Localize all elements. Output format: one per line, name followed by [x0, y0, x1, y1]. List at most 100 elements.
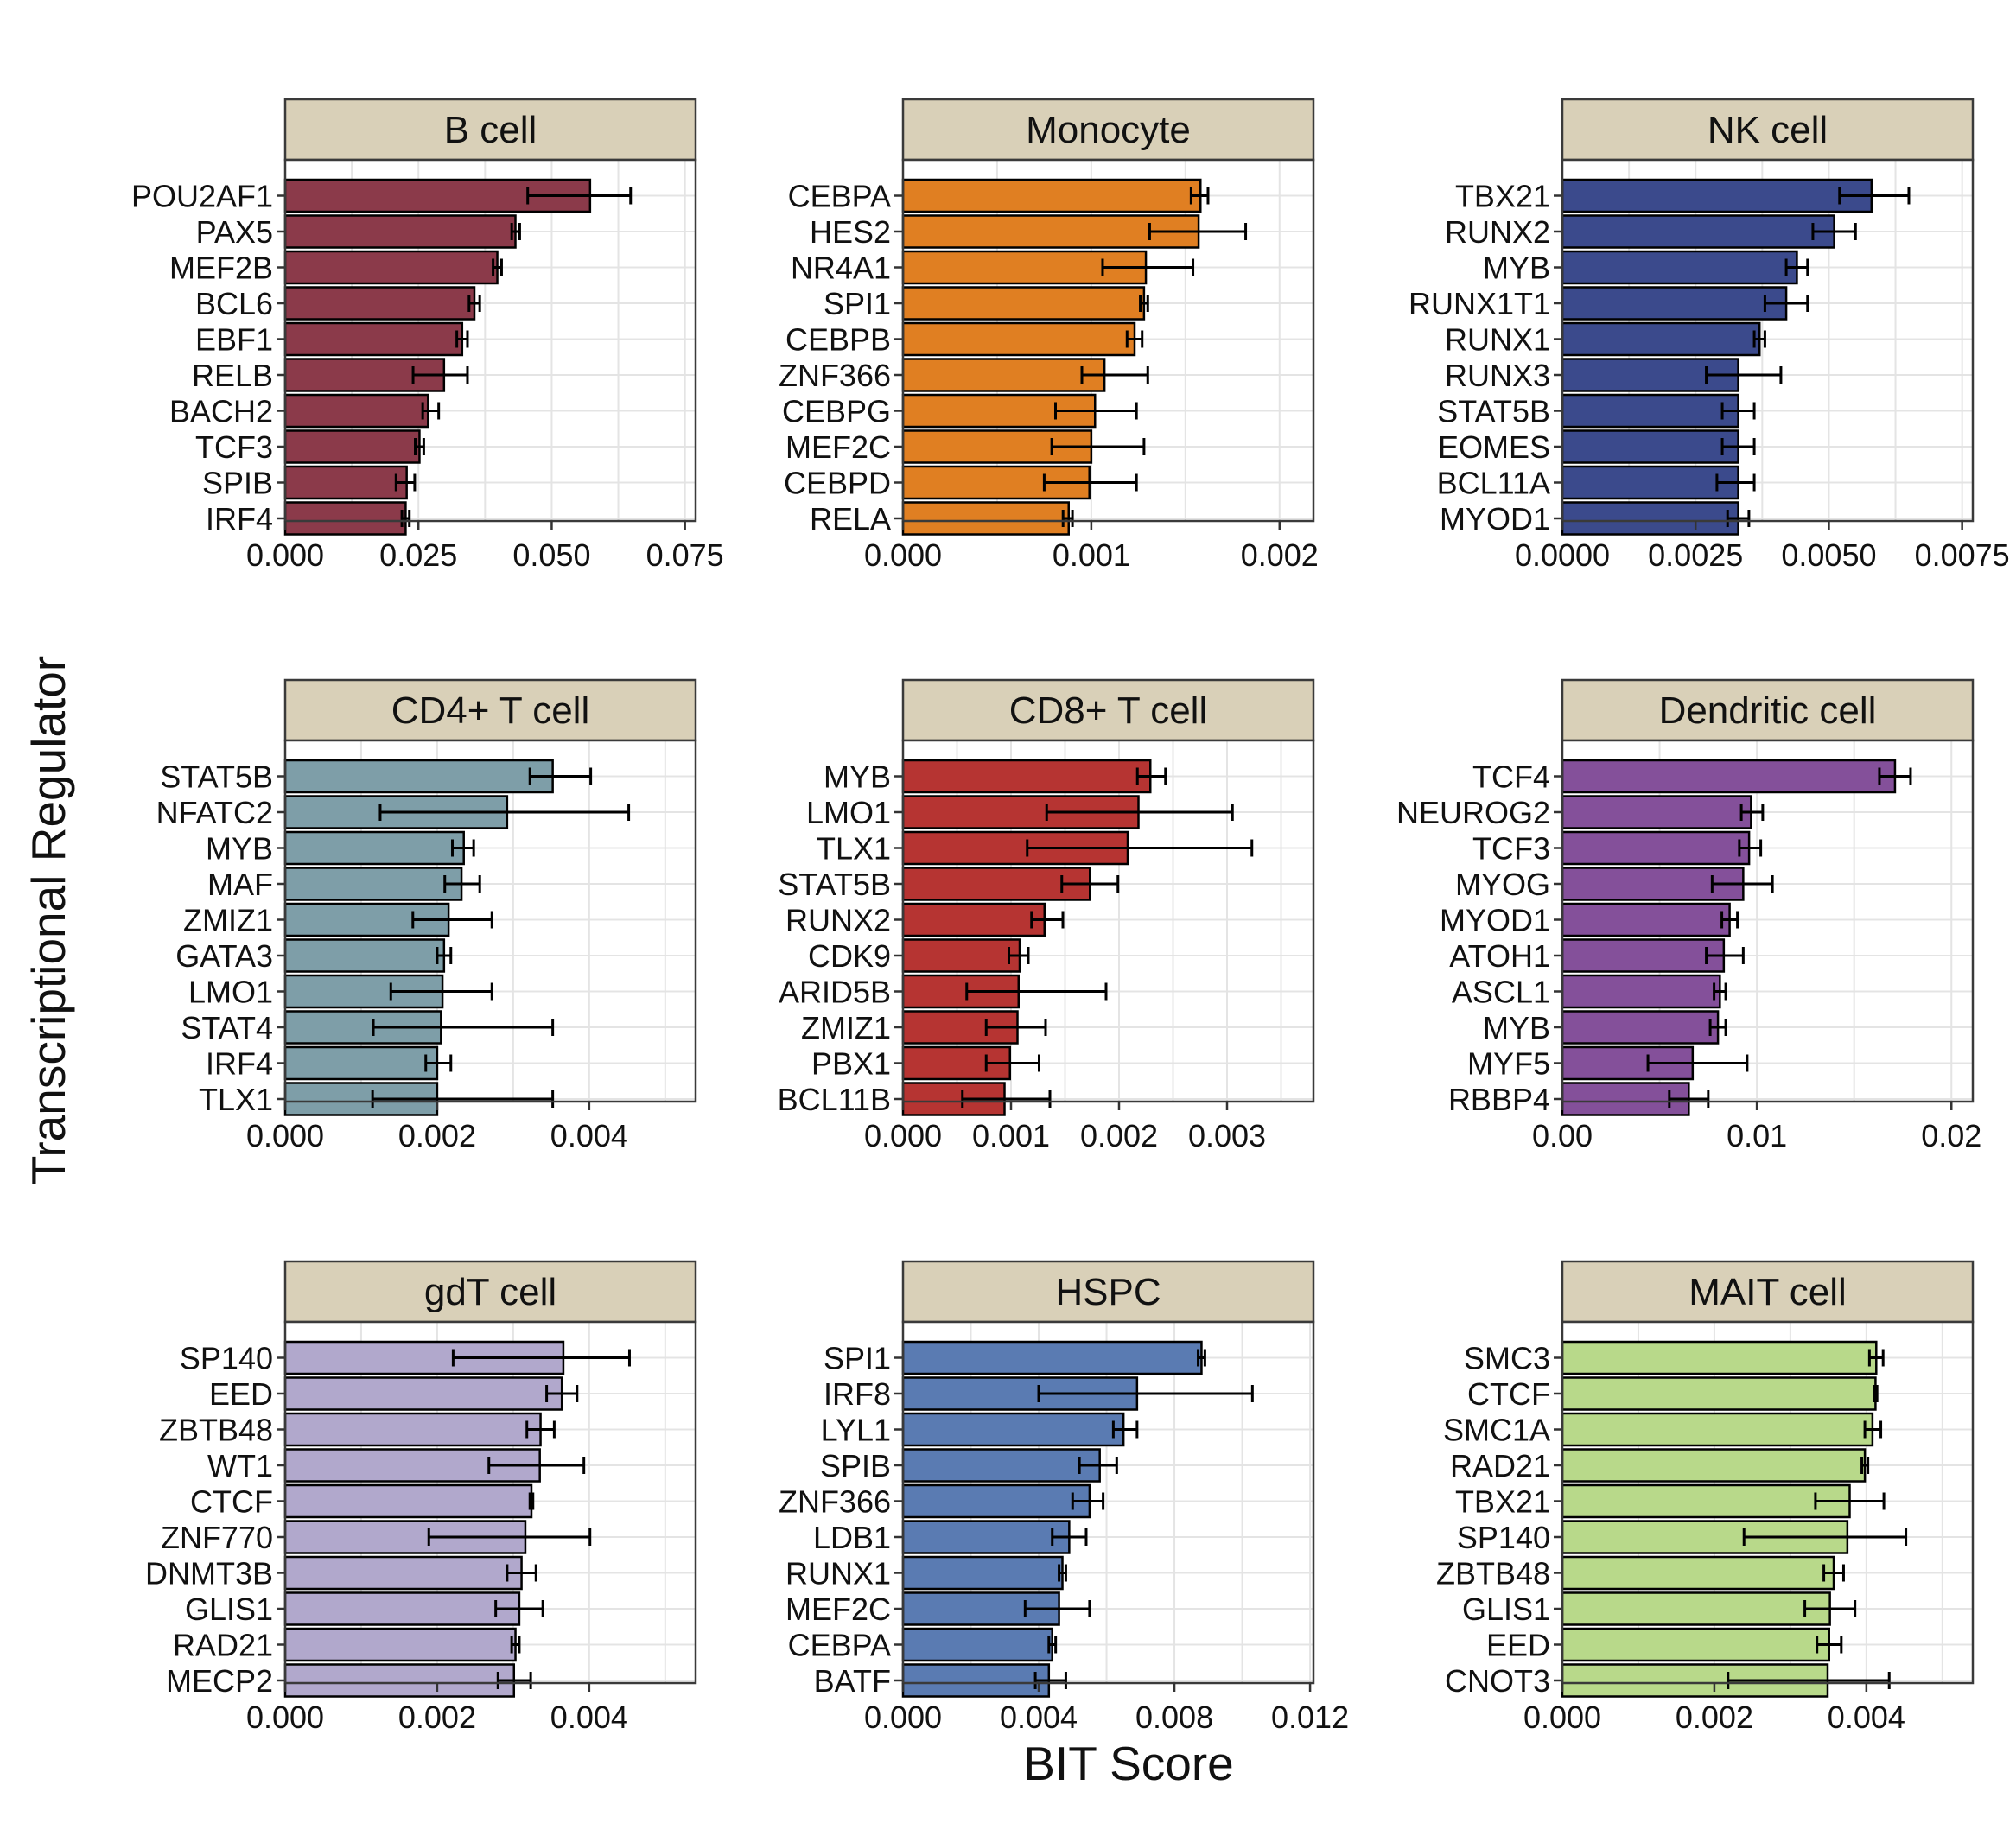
category-label: RELB [192, 358, 273, 393]
category-label: CEBPG [782, 394, 891, 429]
category-label: STAT5B [1437, 394, 1550, 429]
category-label: IRF4 [206, 1046, 273, 1082]
x-tick-label: 0.008 [1135, 1699, 1213, 1735]
bar [283, 830, 465, 866]
facet-title: CD8+ T cell [1009, 689, 1207, 732]
category-label: EED [209, 1376, 273, 1412]
bar [283, 250, 499, 285]
bar [283, 1591, 521, 1626]
category-label: MYB [1483, 251, 1550, 286]
x-tick-label: 0.004 [550, 1118, 628, 1153]
category-label: MYOD1 [1440, 903, 1550, 938]
category-label: RUNX1 [1445, 322, 1550, 358]
category-label: RUNX1T1 [1409, 286, 1550, 321]
category-label: STAT5B [160, 759, 273, 795]
facet-title: CD4+ T cell [391, 689, 589, 732]
x-tick-label: 0.003 [1188, 1118, 1266, 1153]
category-label: SMC1A [1443, 1413, 1550, 1448]
category-label: TBX21 [1455, 179, 1550, 214]
y-axis-title: Transcriptional Regulator [22, 656, 75, 1185]
category-label: RELA [810, 501, 891, 537]
category-label: GLIS1 [1462, 1591, 1550, 1627]
category-label: BCL11B [778, 1082, 891, 1117]
category-label: MAF [207, 867, 273, 902]
x-tick-label: 0.0075 [1915, 537, 2010, 573]
category-label: STAT4 [181, 1010, 273, 1045]
facet-strip [901, 98, 1315, 162]
x-tick-label: 0.001 [1053, 537, 1130, 573]
category-label: RUNX2 [1445, 214, 1550, 250]
facet-strip [1561, 678, 1975, 742]
bar [1561, 830, 1751, 866]
facet-panel: NK cell TBX21RUNX2MYBRUNX1T1RUNX1RUNX3STA… [1409, 98, 2010, 573]
category-label: DNMT3B [145, 1556, 273, 1591]
x-tick-label: 0.000 [246, 1699, 324, 1735]
x-tick-label: 0.002 [398, 1118, 476, 1153]
facet-title: Dendritic cell [1659, 689, 1877, 732]
category-label: CEBPD [784, 466, 891, 501]
category-label: HES2 [810, 214, 891, 250]
facet-panel: B cell POU2AF1PAX5MEF2BBCL6EBF1RELBBACH2T… [131, 98, 724, 573]
x-tick-label: 0.0000 [1515, 537, 1610, 573]
facet-strip [901, 678, 1315, 742]
bar [1561, 393, 1739, 429]
x-tick-label: 0.004 [1828, 1699, 1905, 1735]
bar [901, 1555, 1064, 1591]
bar [1561, 321, 1761, 357]
x-tick-label: 0.004 [550, 1699, 628, 1735]
bar [1561, 178, 1873, 213]
bar [283, 393, 429, 429]
bar [901, 1627, 1053, 1662]
facet-panel: HSPC SPI1IRF8LYL1SPIBZNF366LDB1RUNX1MEF2C… [779, 1260, 1349, 1735]
category-label: EED [1486, 1628, 1550, 1663]
category-label: MYB [1483, 1010, 1550, 1045]
bar [901, 902, 1046, 937]
facet-title: NK cell [1708, 109, 1828, 151]
facet-panel: CD8+ T cell MYBLMO1TLX1STAT5BRUNX2CDK9ARI… [778, 678, 1315, 1153]
category-label: LMO1 [188, 975, 273, 1010]
x-tick-label: 0.012 [1271, 1699, 1349, 1735]
panel-border [901, 739, 1315, 1103]
bar [1561, 1340, 1878, 1375]
panel-border [283, 1320, 697, 1685]
bar [1561, 1591, 1831, 1626]
bar [283, 1045, 439, 1081]
x-tick-label: 0.002 [1241, 537, 1319, 573]
bar [283, 1483, 533, 1519]
bar [1561, 465, 1739, 500]
category-label: NR4A1 [791, 251, 891, 286]
bar [283, 1627, 517, 1662]
panel-border [1561, 1320, 1975, 1685]
category-label: SP140 [1457, 1520, 1550, 1555]
bar [1561, 1448, 1867, 1483]
x-tick-label: 0.000 [864, 1699, 942, 1735]
facet-strip [283, 98, 697, 162]
category-label: BCL11A [1437, 466, 1550, 501]
category-label: WT1 [207, 1448, 273, 1483]
category-label: ZMIZ1 [801, 1010, 891, 1045]
bar [1561, 795, 1752, 829]
bar [283, 1663, 516, 1698]
category-label: TLX1 [199, 1082, 273, 1117]
x-tick-label: 0.0050 [1781, 537, 1876, 573]
facet-title: B cell [444, 109, 537, 151]
category-label: MYB [206, 831, 273, 867]
bar [901, 393, 1097, 429]
category-label: MYF5 [1467, 1046, 1550, 1082]
bar [283, 1555, 523, 1591]
facet-panel: Dendritic cell TCF4NEUROG2TCF3MYOGMYOD1AT… [1396, 678, 1981, 1153]
category-label: SPIB [202, 466, 273, 501]
facet-panel: MonocyteCEBPAHES2NR4A1SPI1CEBPBZNF366CEB… [779, 98, 1319, 573]
panel-border [901, 1320, 1315, 1685]
panel-border [901, 158, 1315, 523]
category-label: CDK9 [808, 938, 891, 974]
facet-strip [1561, 1260, 1975, 1324]
bar [1561, 1082, 1690, 1116]
category-label: RUNX3 [1445, 358, 1550, 393]
x-tick-label: 0.00 [1532, 1118, 1593, 1153]
x-tick-label: 0.002 [1676, 1699, 1753, 1735]
category-label: ZBTB48 [159, 1413, 273, 1448]
bar [901, 358, 1106, 392]
panel-border [1561, 739, 1975, 1103]
